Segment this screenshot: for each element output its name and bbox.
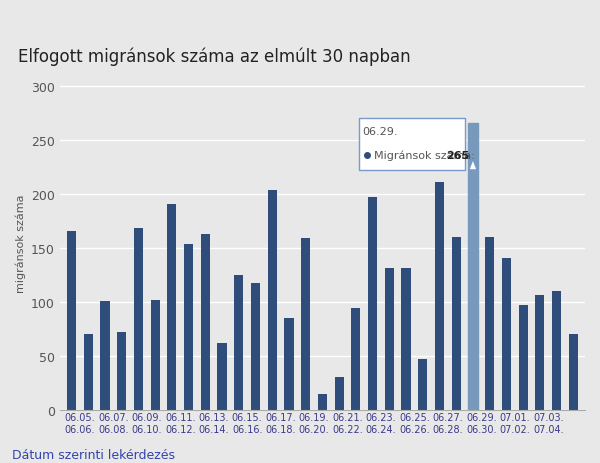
Text: Migránsok száma:: Migránsok száma: [374, 150, 479, 161]
FancyBboxPatch shape [359, 119, 464, 170]
Bar [151, 300, 160, 410]
Bar [385, 269, 394, 410]
Bar [217, 343, 227, 410]
Bar [552, 291, 561, 410]
Bar [251, 284, 260, 410]
Bar [284, 318, 293, 410]
Text: Dátum szerinti lekérdezés: Dátum szerinti lekérdezés [12, 448, 175, 461]
Bar [318, 394, 327, 410]
Bar [452, 238, 461, 410]
Bar [518, 305, 528, 410]
Bar [117, 332, 126, 410]
Bar [335, 377, 344, 410]
Bar [134, 229, 143, 410]
Bar [485, 238, 494, 410]
Bar [234, 275, 244, 410]
Bar [184, 245, 193, 410]
Bar [301, 238, 310, 410]
Text: 06.29.: 06.29. [362, 126, 398, 136]
Bar [67, 232, 76, 410]
Bar [502, 259, 511, 410]
Y-axis label: migránsok száma: migránsok száma [15, 194, 26, 292]
Bar [368, 198, 377, 410]
Bar [351, 308, 361, 410]
Bar [83, 334, 93, 410]
Bar [435, 182, 444, 410]
Bar [167, 205, 176, 410]
Bar [268, 191, 277, 410]
Bar [201, 234, 210, 410]
Bar [469, 124, 478, 410]
Bar [401, 269, 410, 410]
Text: 265: 265 [446, 150, 469, 161]
Bar [535, 295, 544, 410]
Bar [569, 334, 578, 410]
Bar [418, 359, 427, 410]
Text: Elfogott migránsok száma az elmúlt 30 napban: Elfogott migránsok száma az elmúlt 30 na… [18, 47, 410, 66]
Bar [100, 301, 110, 410]
Polygon shape [469, 160, 477, 170]
